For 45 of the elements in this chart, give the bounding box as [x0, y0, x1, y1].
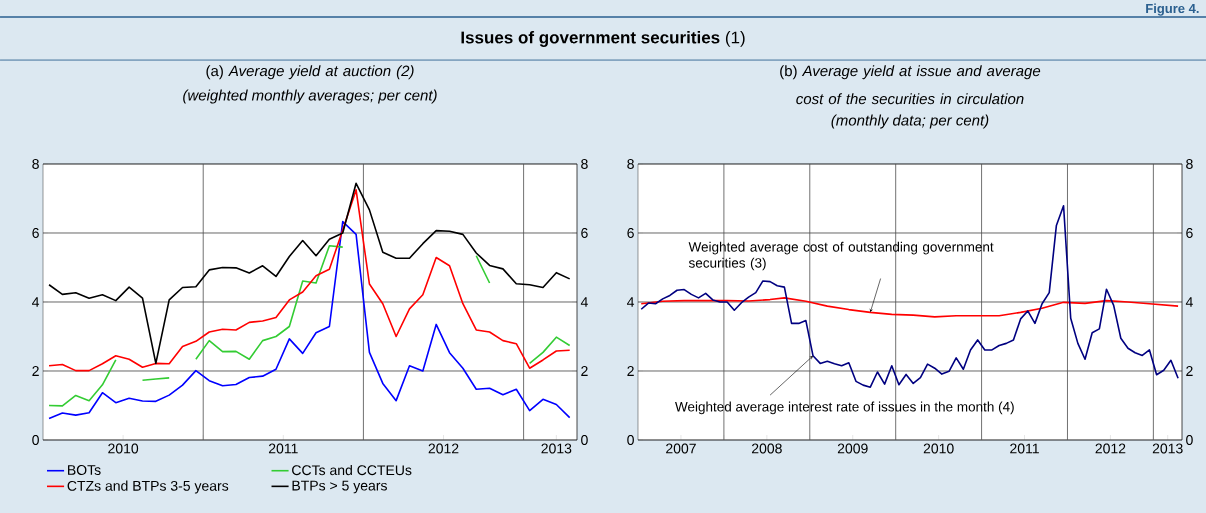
- y-tick-label: 8: [32, 159, 39, 169]
- y2-tick-label: 0: [581, 435, 588, 445]
- y-tick-label: 2: [32, 366, 39, 376]
- x-tick-label: 2009: [837, 443, 868, 454]
- y-tick-label: 2: [627, 366, 634, 376]
- y-tick-label: 4: [32, 297, 40, 307]
- y-tick-label: 0: [32, 435, 39, 445]
- y2-tick-label: 6: [581, 228, 588, 238]
- y2-tick-label: 2: [1186, 366, 1193, 376]
- y2-tick-label: 8: [581, 159, 588, 169]
- x-tick-label: 2008: [751, 443, 782, 454]
- line-series: [48, 220, 571, 420]
- legend-label: CCTs and CCTEUs: [292, 464, 412, 476]
- y2-tick-label: 6: [1186, 228, 1193, 238]
- chart-title: (b) Average yield at issue and average cost of the securities in circulation: [780, 65, 1041, 105]
- x-tick-label: 2010: [923, 443, 954, 454]
- chart-title: (a) Average yield at auction (2): [206, 65, 414, 80]
- y-tick-label: 6: [32, 228, 39, 238]
- annotation: Weighted average interest rate of issues in the month (4): [675, 401, 1014, 415]
- x-tick-label: 2013: [541, 443, 572, 454]
- x-tick-label: 2011: [1010, 443, 1039, 454]
- y-tick-label: 4: [627, 297, 635, 307]
- x-tick-label: 2012: [428, 443, 459, 454]
- y2-tick-label: 0: [1186, 435, 1193, 445]
- y2-tick-label: 4: [1185, 297, 1193, 307]
- line-series: [640, 204, 1179, 388]
- y-tick-label: 0: [627, 435, 634, 445]
- y-tick-label: 8: [627, 159, 634, 169]
- chart-subtitle: (monthly data; per cent): [831, 114, 989, 129]
- x-tick-label: 2011: [268, 443, 298, 454]
- x-tick-label: 2010: [108, 443, 139, 454]
- text: Issues of government securities (1): [461, 31, 745, 47]
- caption: Figure 4.: [1146, 3, 1199, 16]
- y2-tick-label: 8: [1186, 159, 1193, 169]
- legend-label: CTZs and BTPs 3-5 years: [67, 480, 229, 494]
- y2-tick-label: 2: [581, 366, 588, 376]
- x-tick-label: 2007: [666, 443, 696, 454]
- legend-label: BOTs: [68, 465, 101, 475]
- legend-label: BTPs > 5 years: [292, 480, 387, 494]
- chart-subtitle: (weighted monthly averages; per cent): [183, 89, 437, 104]
- y-tick-label: 6: [627, 228, 634, 238]
- y2-tick-label: 4: [580, 297, 588, 307]
- annotation: Weighted average cost of outstanding government securities (3): [688, 241, 994, 271]
- x-tick-label: 2012: [1095, 443, 1126, 454]
- x-tick-label: 2013: [1152, 443, 1183, 454]
